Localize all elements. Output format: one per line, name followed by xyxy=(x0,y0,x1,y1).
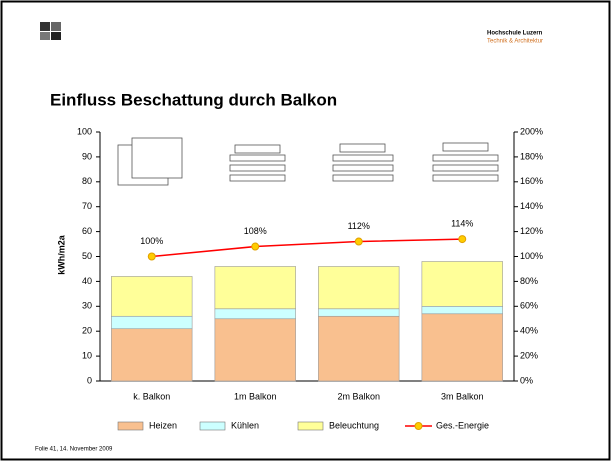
y2-tick-label: 100% xyxy=(520,251,543,261)
data-label: 114% xyxy=(451,218,473,228)
line-marker xyxy=(458,235,467,244)
legend-label: Kühlen xyxy=(231,420,259,430)
legend-label: Beleuchtung xyxy=(329,420,379,430)
y-tick-label: 10 xyxy=(82,350,92,360)
bar-segment xyxy=(111,315,193,330)
y-tick-label: 80 xyxy=(82,176,92,186)
y-tick-label: 30 xyxy=(82,301,92,311)
y-axis-label: kWh/m2a xyxy=(56,234,66,275)
legend-swatch xyxy=(117,421,144,431)
y-tick-label: 50 xyxy=(82,251,92,261)
x-tick-label: 2m Balkon xyxy=(337,391,380,401)
legend-label: Heizen xyxy=(149,420,177,430)
footer: Folie 41, 14. November 2009 xyxy=(35,447,113,453)
data-label: 108% xyxy=(244,226,267,236)
department: Technik & Architektur xyxy=(487,39,543,45)
line-marker xyxy=(354,237,363,246)
bar-segment xyxy=(318,266,400,310)
y2-tick-label: 60% xyxy=(520,301,538,311)
y2-tick-label: 180% xyxy=(520,151,543,161)
y-tick-label: 70 xyxy=(82,201,92,211)
bar-segment xyxy=(318,308,400,317)
legend-swatch xyxy=(297,421,324,431)
logo xyxy=(40,22,61,40)
building-icons xyxy=(117,137,499,186)
bar-segment xyxy=(214,266,296,310)
line-marker xyxy=(251,242,260,251)
y-tick-label: 90 xyxy=(82,151,92,161)
y2-tick-label: 0% xyxy=(520,375,533,385)
bar-segment xyxy=(421,305,503,315)
x-tick-label: k. Balkon xyxy=(133,391,170,401)
bar-segment xyxy=(421,261,503,307)
y-tick-label: 60 xyxy=(82,226,92,236)
y2-tick-label: 120% xyxy=(520,226,543,236)
y-tick-label: 100 xyxy=(77,126,92,136)
x-tick-label: 3m Balkon xyxy=(441,391,484,401)
bar-segment xyxy=(421,313,503,382)
bar-segment xyxy=(214,318,296,382)
chart-title: Einfluss Beschattung durch Balkon xyxy=(50,90,337,109)
y-tick-label: 0 xyxy=(87,375,92,385)
y2-tick-label: 160% xyxy=(520,176,543,186)
bar-segment xyxy=(111,276,193,317)
legend-marker xyxy=(414,422,423,430)
y2-tick-label: 200% xyxy=(520,126,543,136)
y2-tick-label: 20% xyxy=(520,350,538,360)
legend-label: Ges.-Energie xyxy=(436,420,489,430)
y-tick-label: 40 xyxy=(82,276,92,286)
y2-tick-label: 40% xyxy=(520,326,538,336)
data-label: 112% xyxy=(348,221,370,231)
bar-segment xyxy=(111,328,193,382)
y2-tick-label: 80% xyxy=(520,276,538,286)
data-label: 100% xyxy=(140,236,163,246)
legend-swatch xyxy=(199,421,226,431)
y2-tick-label: 140% xyxy=(520,201,543,211)
bar-segment xyxy=(318,315,400,382)
x-tick-label: 1m Balkon xyxy=(234,391,277,401)
y-tick-label: 20 xyxy=(82,326,92,336)
line xyxy=(151,238,463,258)
line-marker xyxy=(147,252,156,261)
bar-segment xyxy=(214,308,296,320)
institution: Hochschule Luzern xyxy=(487,31,543,37)
